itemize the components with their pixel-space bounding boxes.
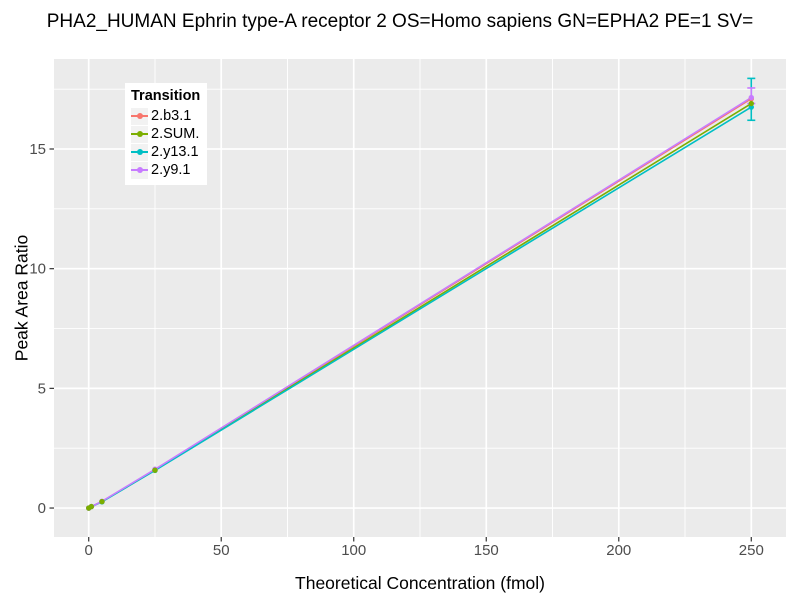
legend-key-swatch (131, 125, 148, 143)
plot-title: PHA2_HUMAN Ephrin type-A receptor 2 OS=H… (46, 11, 754, 32)
y-tick-label: 15 (29, 141, 46, 158)
data-point (88, 503, 95, 510)
legend-item-label: 2.y13.1 (151, 144, 199, 160)
legend-item-label: 2.y9.1 (151, 162, 191, 178)
legend-items: 2.b3.1 2.SUM. 2.y13.1 2.y9.1 (131, 107, 200, 179)
y-tick-label: 0 (38, 500, 46, 517)
legend-item: 2.SUM. (131, 125, 200, 143)
legend-title: Transition (131, 88, 201, 104)
legend-dot-icon (136, 167, 143, 173)
legend-item: 2.b3.1 (131, 107, 200, 125)
y-axis-title: Peak Area Ratio (11, 234, 32, 362)
x-tick-label: 250 (739, 542, 764, 559)
y-tick-label: 10 (29, 261, 46, 278)
x-tick-label: 50 (213, 542, 230, 559)
legend-item: 2.y9.1 (131, 161, 200, 179)
data-point (99, 498, 105, 505)
legend-item-label: 2.SUM. (151, 126, 200, 142)
legend-key-swatch (131, 161, 148, 179)
legend-dot-icon (136, 131, 143, 137)
data-point (748, 100, 754, 107)
legend: Transition 2.b3.1 2.SUM. 2.y13.1 2.y9.1 (125, 83, 208, 185)
y-tick-label: 5 (38, 380, 46, 397)
data-point (152, 467, 158, 473)
legend-item-label: 2.b3.1 (151, 108, 192, 124)
x-tick-label: 200 (606, 542, 631, 559)
x-axis-title: Theoretical Concentration (fmol) (295, 573, 545, 593)
legend-dot-icon (136, 149, 143, 155)
x-tick-label: 0 (85, 542, 93, 559)
legend-key-swatch (131, 107, 148, 125)
legend-item: 2.y13.1 (131, 143, 200, 161)
data-point (748, 94, 754, 101)
x-tick-label: 150 (474, 542, 499, 559)
legend-dot-icon (136, 113, 143, 119)
legend-key-swatch (131, 143, 148, 161)
x-tick-label: 100 (341, 542, 366, 559)
